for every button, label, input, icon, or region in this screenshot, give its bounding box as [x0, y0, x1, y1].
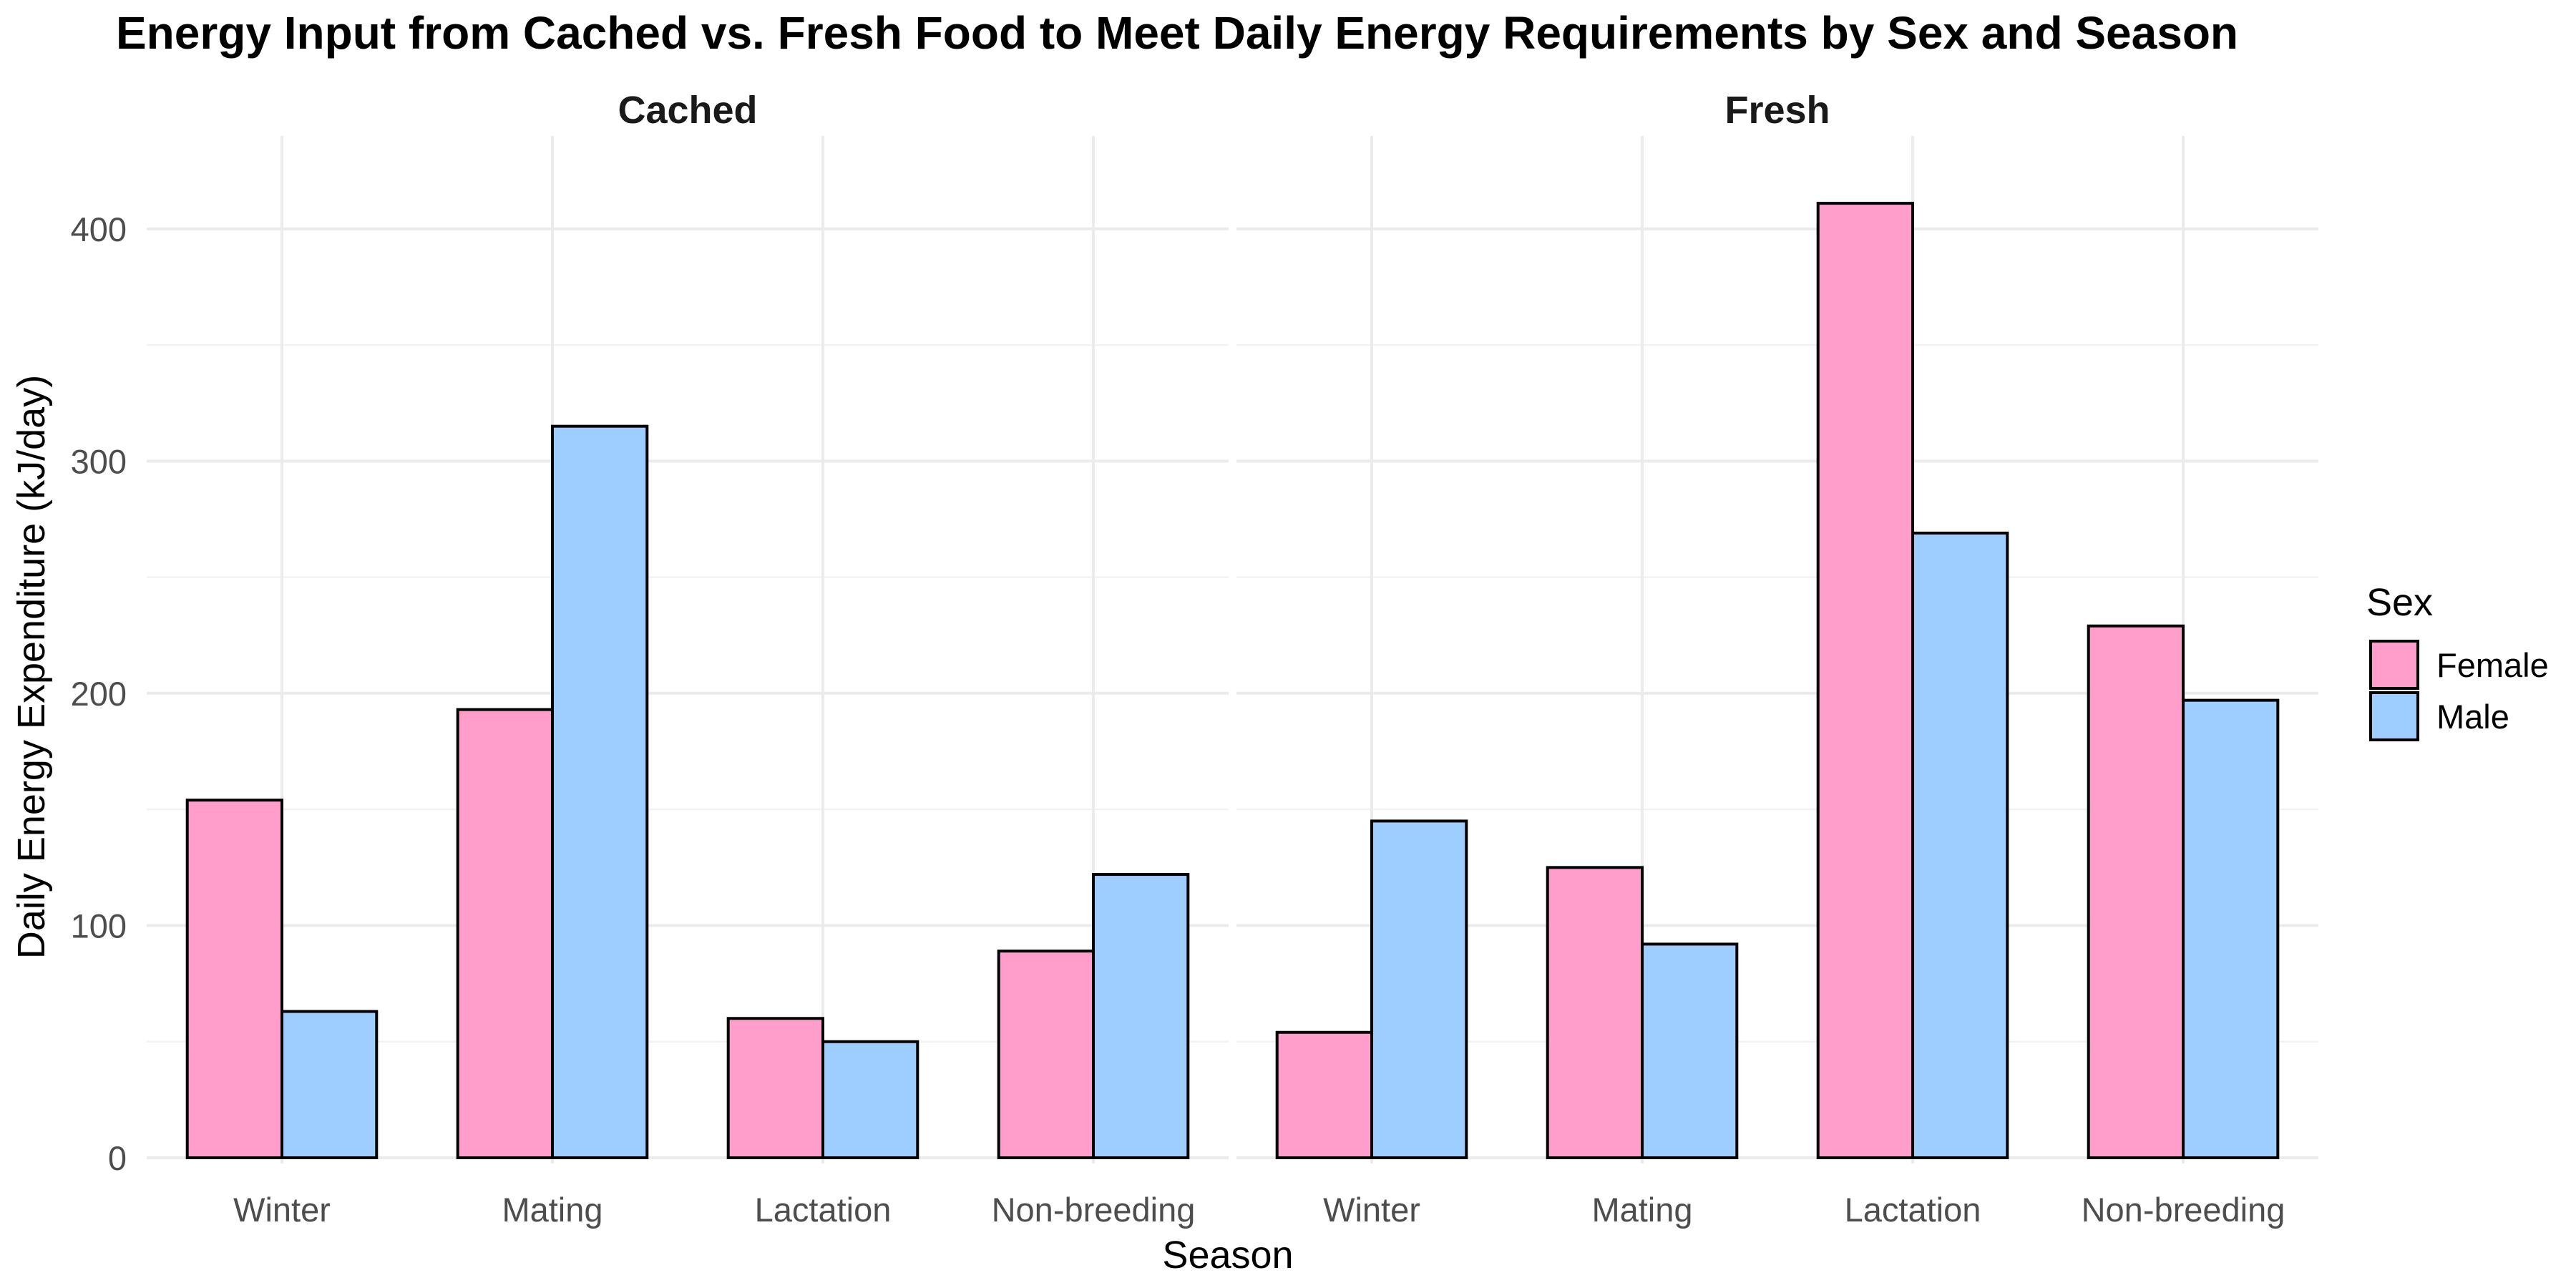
- y-tick-label: 400: [71, 210, 127, 248]
- bar-fresh-winter-male: [1370, 819, 1468, 1159]
- panel-fresh: Fresh Winter Mating Lactation Non-breeding: [1236, 89, 2318, 1229]
- legend: Sex Female Male: [2366, 581, 2549, 741]
- y-tick-label: 200: [71, 675, 127, 713]
- bar-fresh-mating-female: [1546, 866, 1644, 1160]
- x-tick-label: Non-breeding: [2082, 1191, 2285, 1229]
- chart-title: Energy Input from Cached vs. Fresh Food …: [116, 7, 2238, 59]
- legend-title: Sex: [2366, 581, 2433, 624]
- bar-fresh-mating-male: [1641, 942, 1739, 1160]
- y-tick-label: 0: [108, 1139, 127, 1177]
- x-tick-label: Mating: [1591, 1191, 1692, 1229]
- bar-fresh-non-breeding-male: [2182, 698, 2280, 1159]
- bar-cached-mating-female: [456, 708, 555, 1159]
- legend-label-male: Male: [2436, 698, 2509, 736]
- legend-key-female: [2369, 640, 2419, 690]
- facet-label-fresh: Fresh: [1724, 89, 1830, 132]
- bar-cached-lactation-female: [726, 1017, 825, 1159]
- legend-key-male: [2369, 691, 2419, 741]
- y-tick-label: 300: [71, 442, 127, 480]
- bar-cached-non-breeding-male: [1092, 873, 1190, 1160]
- legend-label-female: Female: [2436, 646, 2549, 684]
- bar-fresh-lactation-female: [1816, 202, 1914, 1160]
- bar-fresh-lactation-male: [1911, 531, 2009, 1159]
- facet-label-cached: Cached: [618, 89, 757, 132]
- x-tick-label: Non-breeding: [992, 1191, 1196, 1229]
- bar-cached-lactation-male: [821, 1040, 919, 1160]
- y-tick-label: 100: [71, 907, 127, 945]
- x-tick-label: Winter: [1323, 1191, 1420, 1229]
- y-axis-title: Daily Energy Expenditure (kJ/day): [10, 375, 53, 959]
- bar-cached-mating-male: [551, 424, 649, 1159]
- bar-cached-winter-male: [280, 1010, 379, 1160]
- bar-fresh-winter-female: [1275, 1030, 1373, 1160]
- x-tick-label: Winter: [233, 1191, 331, 1229]
- x-tick-label: Mating: [502, 1191, 602, 1229]
- bar-cached-non-breeding-female: [997, 950, 1095, 1159]
- facet-panels: 0 100 200 300 400 Cached Winter Mating Lactation…: [71, 89, 2318, 1229]
- bar-cached-winter-female: [185, 799, 284, 1159]
- bar-fresh-non-breeding-female: [2087, 624, 2185, 1159]
- panel-cached: Cached Winter Mating Lactation Non-breeding: [147, 89, 1229, 1229]
- x-tick-label: Lactation: [1845, 1191, 1981, 1229]
- x-tick-label: Lactation: [755, 1191, 892, 1229]
- x-axis-title: Season: [1162, 1234, 1293, 1277]
